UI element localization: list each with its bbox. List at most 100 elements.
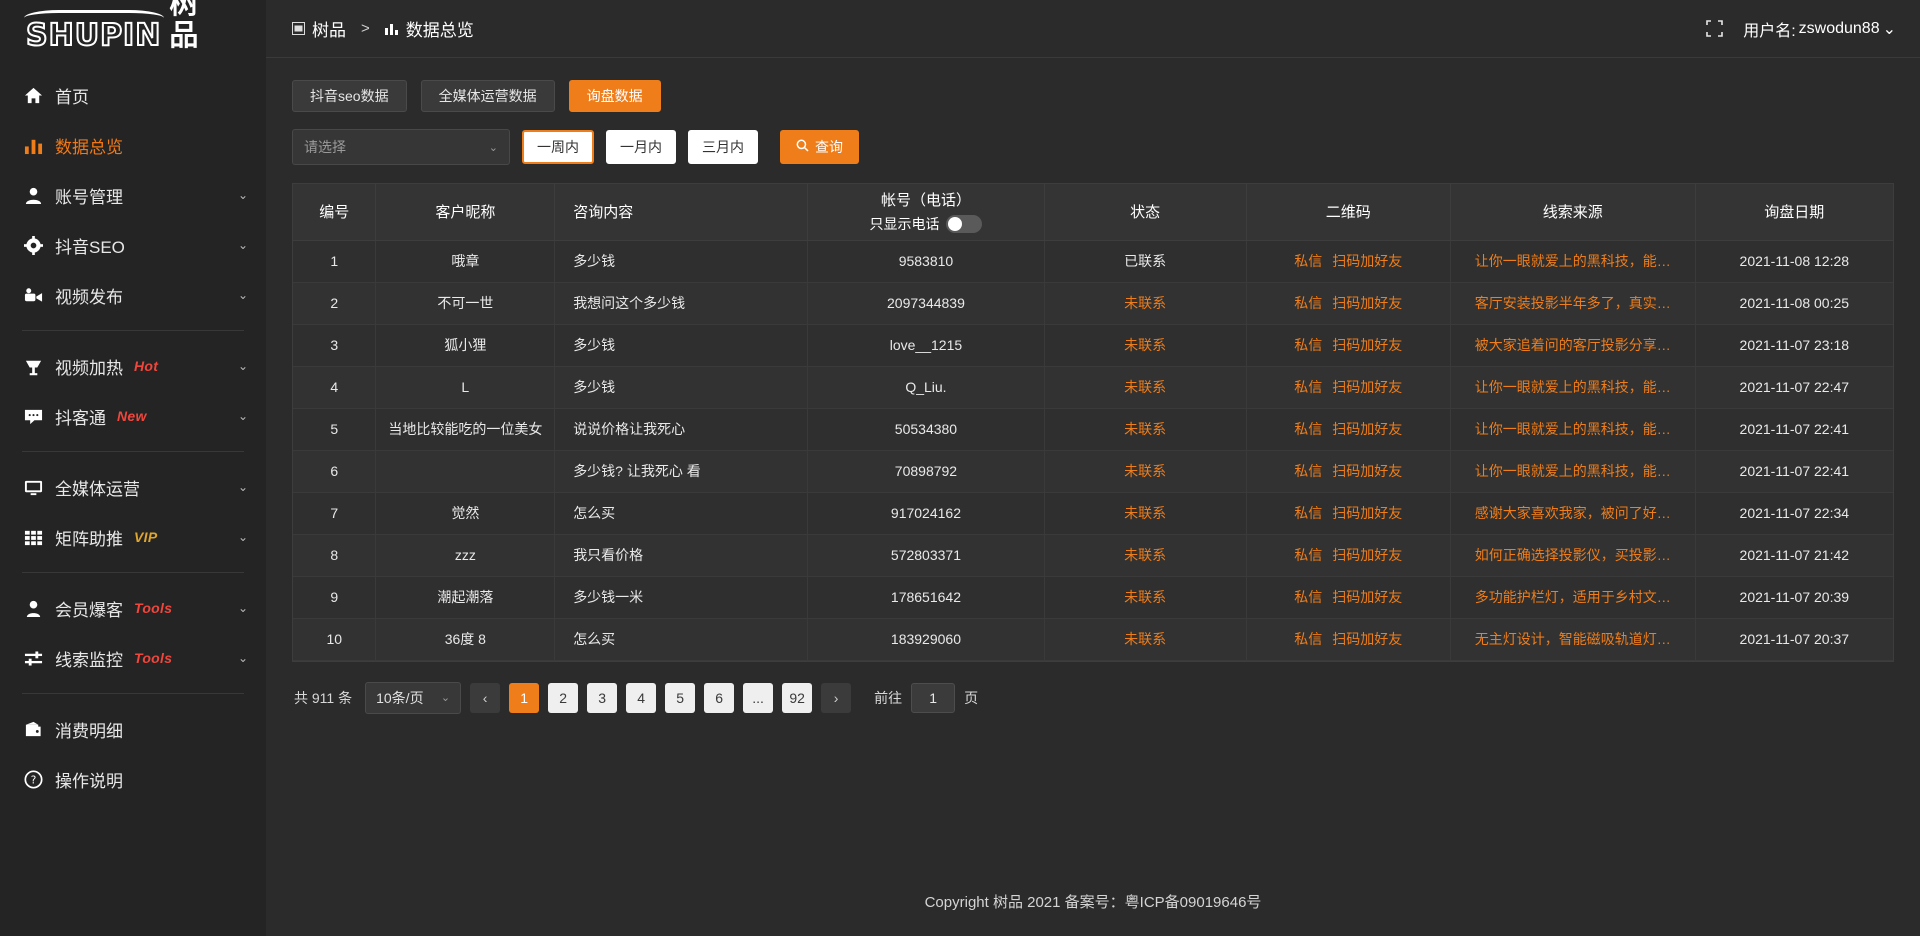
qr-action-link[interactable]: 扫码加好友 <box>1332 589 1403 605</box>
cell-nickname: zzz <box>375 534 556 577</box>
qr-action-link[interactable]: 私信 <box>1294 379 1323 395</box>
page-button-2[interactable]: 2 <box>548 682 579 713</box>
sidebar-item-10[interactable]: 线索监控 Tools ⌄ <box>0 633 266 683</box>
sidebar-item-12[interactable]: ? 操作说明 <box>0 754 266 804</box>
monitor-icon <box>22 476 44 498</box>
phone-only-toggle[interactable] <box>946 215 983 234</box>
chevron-down-icon[interactable]: ⌄ <box>237 188 248 202</box>
source-link[interactable]: 客厅安装投影半年多了，真实… <box>1474 295 1671 311</box>
page-button-...[interactable]: ... <box>743 682 774 713</box>
sidebar-item-label: 首页 <box>55 87 89 107</box>
sidebar-item-8[interactable]: 矩阵助推 VIP ⌄ <box>0 512 266 562</box>
chevron-down-icon[interactable]: ⌄ <box>237 359 248 373</box>
chevron-down-icon[interactable]: ⌄ <box>237 480 248 494</box>
tab-2[interactable]: 询盘数据 <box>568 80 661 112</box>
range-button-0[interactable]: 一周内 <box>522 130 594 164</box>
qr-action-link[interactable]: 扫码加好友 <box>1332 337 1403 353</box>
breadcrumb-separator: > <box>361 20 370 37</box>
chevron-down-icon[interactable]: ⌄ <box>237 409 248 423</box>
breadcrumb: 树品 > 数据总览 <box>292 16 474 41</box>
source-link[interactable]: 让你一眼就爱上的黑科技，能… <box>1474 421 1671 437</box>
qr-action-link[interactable]: 私信 <box>1294 253 1323 269</box>
cell-date: 2021-11-07 20:39 <box>1695 576 1893 619</box>
chevron-down-icon[interactable]: ⌄ <box>237 238 248 252</box>
tab-0[interactable]: 抖音seo数据 <box>292 80 407 112</box>
sidebar-divider <box>22 451 244 452</box>
qr-action-link[interactable]: 扫码加好友 <box>1332 505 1403 521</box>
page-button-4[interactable]: 4 <box>626 682 657 713</box>
qr-action-link[interactable]: 扫码加好友 <box>1332 421 1403 437</box>
qr-action-link[interactable]: 私信 <box>1294 589 1323 605</box>
page-button-92[interactable]: 92 <box>782 682 813 713</box>
page-button-3[interactable]: 3 <box>587 682 618 713</box>
source-link[interactable]: 让你一眼就爱上的黑科技，能… <box>1474 463 1671 479</box>
tab-1[interactable]: 全媒体运营数据 <box>420 80 555 112</box>
sidebar-item-3[interactable]: 抖音SEO ⌄ <box>0 220 266 270</box>
sidebar-item-label: 数据总览 <box>55 137 123 157</box>
page-button-1[interactable]: 1 <box>509 682 540 713</box>
sidebar-item-11[interactable]: 消费明细 <box>0 704 266 754</box>
fullscreen-icon[interactable] <box>1706 20 1723 37</box>
sidebar-item-6[interactable]: 抖客通 New ⌄ <box>0 391 266 441</box>
sidebar-item-1[interactable]: 数据总览 <box>0 120 266 170</box>
sidebar-item-5[interactable]: 视频加热 Hot ⌄ <box>0 341 266 391</box>
source-link[interactable]: 感谢大家喜欢我家，被问了好… <box>1474 505 1671 521</box>
source-link[interactable]: 如何正确选择投影仪，买投影… <box>1474 547 1671 563</box>
chevron-down-icon[interactable]: ⌄ <box>237 651 248 665</box>
cell-nickname: 36度 8 <box>375 618 556 661</box>
page-button-5[interactable]: 5 <box>665 682 696 713</box>
sidebar-item-label: 抖音SEO <box>55 237 125 257</box>
query-button[interactable]: 查询 <box>780 130 859 164</box>
source-select[interactable]: 请选择 ⌄ <box>292 129 510 165</box>
qr-action-link[interactable]: 扫码加好友 <box>1332 547 1403 563</box>
breadcrumb-item-root[interactable]: 树品 <box>292 16 346 41</box>
qr-action-link[interactable]: 私信 <box>1294 337 1323 353</box>
breadcrumb-root-label: 树品 <box>312 21 346 40</box>
sidebar-item-label: 全媒体运营 <box>55 479 140 499</box>
page-number-group: 1 2 3 4 5 6... 92 <box>509 682 813 713</box>
qr-action-link[interactable]: 扫码加好友 <box>1332 379 1403 395</box>
page-prev-button[interactable]: ‹ <box>470 682 501 713</box>
source-link[interactable]: 让你一眼就爱上的黑科技，能… <box>1474 253 1671 269</box>
range-button-2[interactable]: 三月内 <box>688 130 758 164</box>
qr-action-link[interactable]: 扫码加好友 <box>1332 295 1403 311</box>
source-link[interactable]: 被大家追着问的客厅投影分享… <box>1474 337 1671 353</box>
brand-logo[interactable]: SHUPIN 树品 <box>0 0 266 62</box>
sidebar-item-0[interactable]: 首页 <box>0 70 266 120</box>
qr-action-link[interactable]: 扫码加好友 <box>1332 463 1403 479</box>
range-button-1[interactable]: 一月内 <box>606 130 676 164</box>
cell-index: 3 <box>293 324 377 367</box>
qr-action-link[interactable]: 私信 <box>1294 631 1323 647</box>
inquiry-table: 编号 客户昵称 咨询内容 帐号（电话） 只显示电话 <box>293 184 1893 661</box>
cell-date: 2021-11-07 23:18 <box>1695 324 1893 367</box>
page-button-6[interactable]: 6 <box>704 682 735 713</box>
user-menu[interactable]: 用户名: zswodun88 ⌄ <box>1743 17 1896 41</box>
logo-arc-decoration <box>24 10 164 26</box>
source-link[interactable]: 多功能护栏灯，适用于乡村文… <box>1474 589 1671 605</box>
qr-action-link[interactable]: 私信 <box>1294 547 1323 563</box>
qr-action-link[interactable]: 扫码加好友 <box>1332 631 1403 647</box>
qr-action-link[interactable]: 私信 <box>1294 463 1323 479</box>
sidebar-item-2[interactable]: 账号管理 ⌄ <box>0 170 266 220</box>
qr-action-link[interactable]: 私信 <box>1294 295 1323 311</box>
sidebar-item-9[interactable]: 会员爆客 Tools ⌄ <box>0 583 266 633</box>
cell-date: 2021-11-08 00:25 <box>1695 282 1893 325</box>
table-row: 7 觉然 怎么买 917024162 未联系 私信 扫码加好友 感谢大家喜欢我家，被问了好… 2… <box>293 492 1893 535</box>
logo-cn-text: 树品 <box>169 0 200 52</box>
qr-action-link[interactable]: 私信 <box>1294 505 1323 521</box>
page-size-select[interactable]: 10条/页 ⌄ <box>365 681 462 714</box>
sidebar-item-7[interactable]: 全媒体运营 ⌄ <box>0 462 266 512</box>
qr-action-link[interactable]: 私信 <box>1294 421 1323 437</box>
page-content: 抖音seo数据 全媒体运营数据 询盘数据 请选择 ⌄ 一周内 一月内 三月内 查询 <box>266 58 1920 936</box>
page-next-button[interactable]: › <box>821 682 852 713</box>
goto-page-input[interactable] <box>911 682 956 713</box>
qr-action-link[interactable]: 扫码加好友 <box>1332 253 1403 269</box>
sidebar-item-4[interactable]: 视频发布 ⌄ <box>0 270 266 320</box>
source-link[interactable]: 无主灯设计，智能磁吸轨道灯… <box>1474 631 1671 647</box>
table-row: 6 多少钱? 让我死心 看 70898792 未联系 私信 扫码加好友 让你一眼就爱上的黑科… <box>293 450 1893 493</box>
chevron-down-icon[interactable]: ⌄ <box>237 601 248 615</box>
chevron-down-icon[interactable]: ⌄ <box>237 530 248 544</box>
chevron-down-icon[interactable]: ⌄ <box>237 288 248 302</box>
breadcrumb-item-current[interactable]: 数据总览 <box>384 16 474 41</box>
source-link[interactable]: 让你一眼就爱上的黑科技，能… <box>1474 379 1671 395</box>
